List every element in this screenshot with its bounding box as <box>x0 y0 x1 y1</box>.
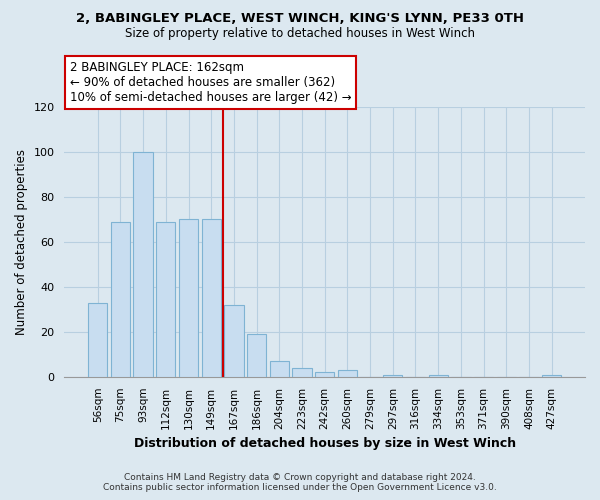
Bar <box>247 334 266 377</box>
Bar <box>202 220 221 377</box>
Bar <box>428 374 448 377</box>
Text: Size of property relative to detached houses in West Winch: Size of property relative to detached ho… <box>125 28 475 40</box>
Bar <box>224 305 244 377</box>
Bar <box>111 222 130 377</box>
Bar <box>383 374 403 377</box>
X-axis label: Distribution of detached houses by size in West Winch: Distribution of detached houses by size … <box>134 437 516 450</box>
Bar <box>292 368 311 377</box>
Bar <box>315 372 334 377</box>
Text: Contains HM Land Registry data © Crown copyright and database right 2024.
Contai: Contains HM Land Registry data © Crown c… <box>103 473 497 492</box>
Bar <box>133 152 153 377</box>
Bar <box>269 361 289 377</box>
Text: 2, BABINGLEY PLACE, WEST WINCH, KING'S LYNN, PE33 0TH: 2, BABINGLEY PLACE, WEST WINCH, KING'S L… <box>76 12 524 26</box>
Bar <box>542 374 562 377</box>
Bar <box>179 220 198 377</box>
Y-axis label: Number of detached properties: Number of detached properties <box>15 149 28 335</box>
Bar <box>156 222 175 377</box>
Text: 2 BABINGLEY PLACE: 162sqm
← 90% of detached houses are smaller (362)
10% of semi: 2 BABINGLEY PLACE: 162sqm ← 90% of detac… <box>70 61 351 104</box>
Bar <box>88 302 107 377</box>
Bar <box>338 370 357 377</box>
